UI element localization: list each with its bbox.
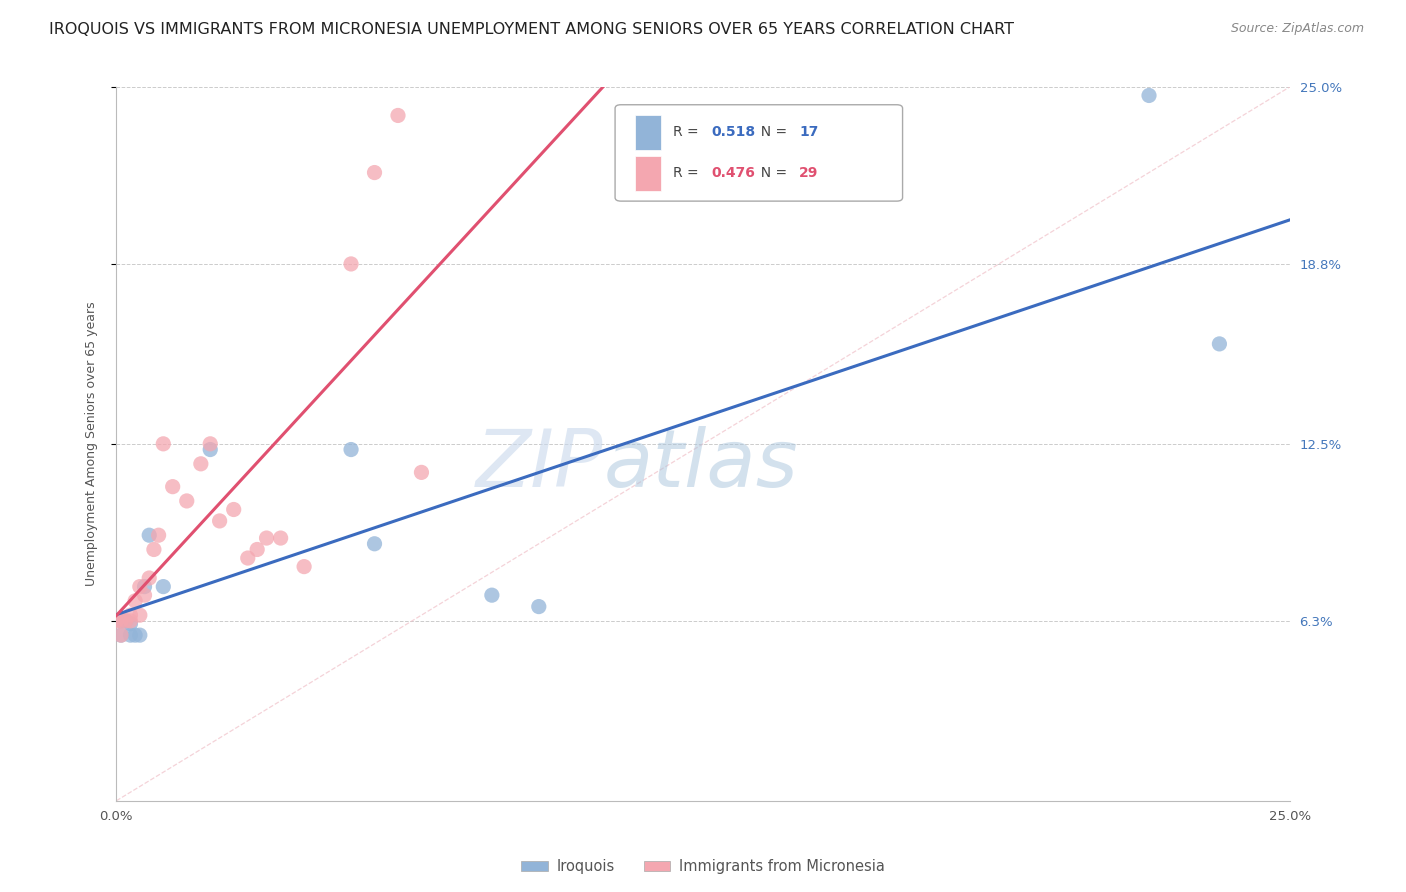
Point <box>134 580 156 594</box>
Point <box>1208 337 1230 351</box>
Point <box>411 466 433 480</box>
Point <box>120 616 142 631</box>
Point <box>200 442 222 457</box>
Point <box>363 537 385 551</box>
Point <box>200 437 222 451</box>
Point <box>105 614 128 628</box>
Point <box>120 628 142 642</box>
Point <box>246 542 269 557</box>
Point <box>190 457 212 471</box>
Point <box>128 580 150 594</box>
Text: N =: N = <box>752 126 792 139</box>
Text: R =: R = <box>672 126 703 139</box>
Point <box>124 628 146 642</box>
Point <box>222 502 245 516</box>
Text: atlas: atlas <box>603 426 799 504</box>
Text: 29: 29 <box>799 167 818 180</box>
FancyBboxPatch shape <box>636 115 661 150</box>
Point <box>114 614 136 628</box>
Point <box>162 480 184 494</box>
Point <box>236 551 259 566</box>
Point <box>110 628 132 642</box>
Point <box>208 514 231 528</box>
Point <box>128 628 150 642</box>
Point <box>120 614 142 628</box>
Point <box>340 442 363 457</box>
Point <box>152 580 174 594</box>
Text: Source: ZipAtlas.com: Source: ZipAtlas.com <box>1230 22 1364 36</box>
Point <box>1137 88 1160 103</box>
Point <box>138 528 160 542</box>
Point <box>142 542 165 557</box>
Point <box>270 531 292 545</box>
Text: 0.518: 0.518 <box>711 126 755 139</box>
Point <box>387 108 409 122</box>
Point <box>148 528 170 542</box>
Point <box>363 165 385 179</box>
Point <box>527 599 550 614</box>
Point <box>292 559 315 574</box>
Text: ZIP: ZIP <box>477 426 603 504</box>
FancyBboxPatch shape <box>636 156 661 191</box>
Point <box>340 257 363 271</box>
Text: 17: 17 <box>799 126 818 139</box>
Point <box>138 571 160 585</box>
Text: R =: R = <box>672 167 703 180</box>
Point <box>120 608 142 623</box>
Text: IROQUOIS VS IMMIGRANTS FROM MICRONESIA UNEMPLOYMENT AMONG SENIORS OVER 65 YEARS : IROQUOIS VS IMMIGRANTS FROM MICRONESIA U… <box>49 22 1014 37</box>
Point <box>110 614 132 628</box>
Legend: Iroquois, Immigrants from Micronesia: Iroquois, Immigrants from Micronesia <box>516 854 890 880</box>
Point <box>128 608 150 623</box>
Point <box>114 614 136 628</box>
Point <box>110 628 132 642</box>
Text: N =: N = <box>752 167 792 180</box>
Point <box>176 494 198 508</box>
Point <box>152 437 174 451</box>
FancyBboxPatch shape <box>614 104 903 201</box>
Point <box>481 588 503 602</box>
Y-axis label: Unemployment Among Seniors over 65 years: Unemployment Among Seniors over 65 years <box>86 301 98 586</box>
Point <box>124 594 146 608</box>
Point <box>134 588 156 602</box>
Point <box>110 614 132 628</box>
Text: 0.476: 0.476 <box>711 167 755 180</box>
Point <box>256 531 278 545</box>
